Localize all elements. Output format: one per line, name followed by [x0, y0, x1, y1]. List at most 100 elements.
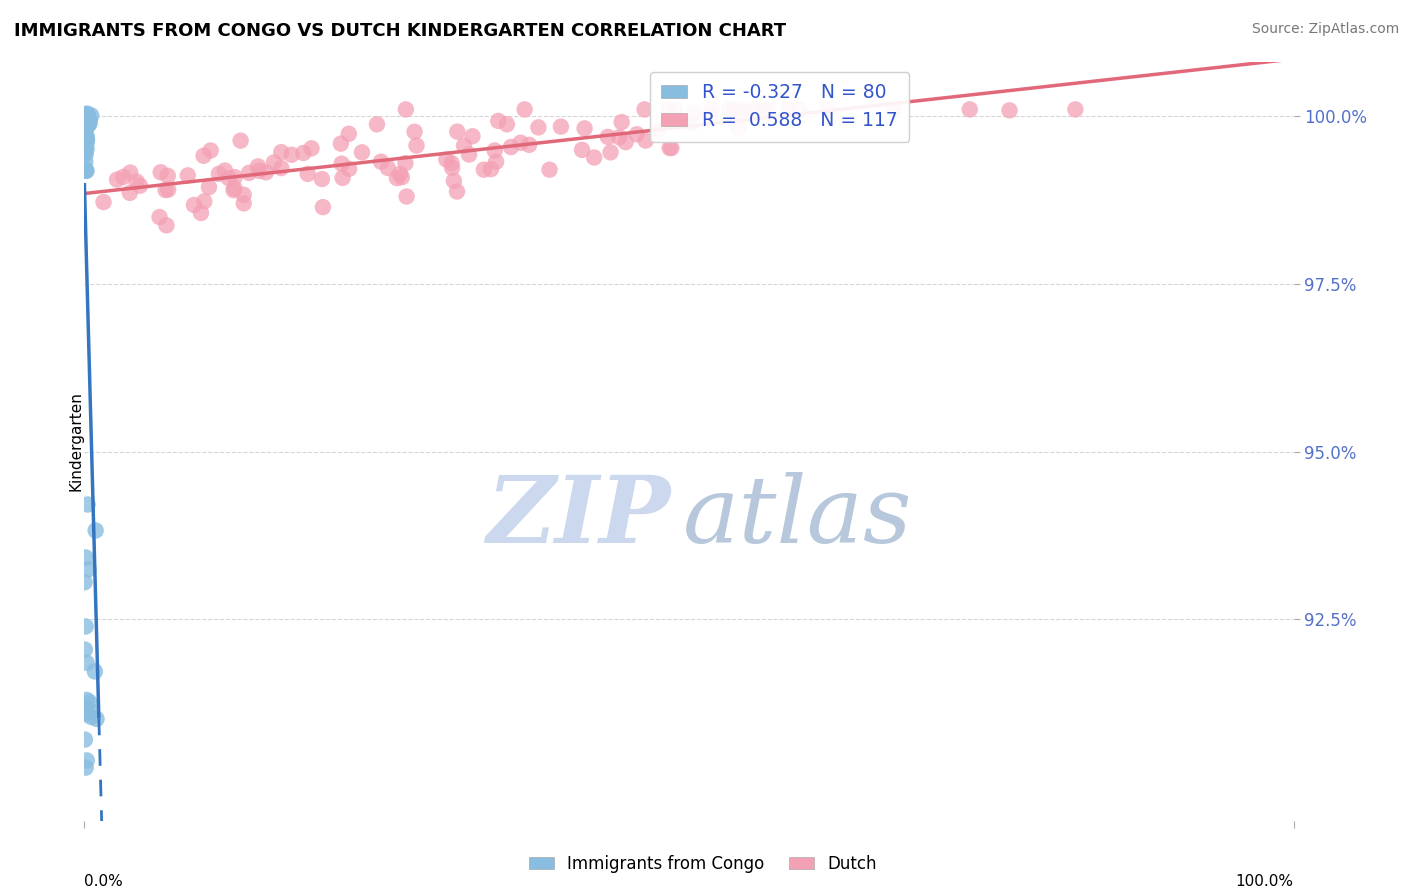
Point [177, 169, 200, 183]
Point [86, 712, 108, 726]
Point [76, 109, 98, 123]
Point [787, 103, 810, 117]
Point [499, 140, 522, 154]
Point [75, 550, 97, 565]
Point [633, 103, 655, 117]
Point [105, 172, 128, 186]
Point [75, 121, 97, 136]
Point [76, 129, 98, 144]
Point [517, 137, 540, 152]
Point [120, 165, 142, 179]
Point [214, 163, 236, 178]
Point [486, 114, 509, 128]
Point [73, 107, 96, 121]
Point [75, 118, 97, 132]
Point [391, 170, 413, 185]
Point [366, 117, 388, 131]
Point [263, 155, 285, 169]
Point [238, 166, 260, 180]
Point [84, 524, 107, 538]
Point [311, 172, 333, 186]
Point [75, 135, 97, 149]
Point [73, 117, 96, 131]
Point [461, 129, 484, 144]
Point [75, 704, 97, 718]
Point [596, 129, 619, 144]
Point [129, 178, 152, 193]
Point [733, 103, 755, 117]
Point [73, 575, 96, 590]
Point [661, 141, 683, 155]
Point [337, 127, 360, 141]
Point [254, 165, 277, 179]
Point [484, 144, 506, 158]
Point [634, 134, 657, 148]
Point [76, 113, 98, 128]
Point [76, 109, 98, 123]
Point [155, 219, 177, 233]
Point [76, 164, 98, 178]
Point [73, 115, 96, 129]
Point [583, 151, 606, 165]
Point [73, 107, 96, 121]
Point [73, 130, 96, 145]
Text: 100.0%: 100.0% [1236, 874, 1294, 889]
Point [657, 103, 679, 117]
Point [647, 123, 669, 137]
Point [434, 153, 457, 167]
Point [509, 136, 531, 150]
Point [75, 619, 97, 633]
Point [330, 156, 353, 170]
Point [485, 154, 508, 169]
Point [626, 128, 648, 142]
Point [73, 141, 96, 155]
Point [479, 162, 502, 177]
Point [77, 117, 100, 131]
Point [229, 134, 252, 148]
Point [75, 110, 97, 124]
Point [73, 110, 96, 124]
Point [77, 111, 100, 125]
Legend: R = -0.327   N = 80, R =  0.588   N = 117: R = -0.327 N = 80, R = 0.588 N = 117 [650, 72, 910, 142]
Point [93, 195, 115, 210]
Point [446, 125, 468, 139]
Point [75, 132, 97, 146]
Point [337, 161, 360, 176]
Point [75, 108, 97, 122]
Point [664, 103, 686, 117]
Point [377, 161, 399, 175]
Point [79, 114, 101, 128]
Point [75, 140, 97, 154]
Text: atlas: atlas [683, 473, 912, 562]
Text: ZIP: ZIP [486, 473, 671, 562]
Point [75, 108, 97, 122]
Point [77, 695, 100, 709]
Point [270, 161, 292, 175]
Point [198, 180, 221, 194]
Point [208, 167, 231, 181]
Point [610, 115, 633, 129]
Point [149, 165, 172, 179]
Point [200, 144, 222, 158]
Point [76, 135, 98, 149]
Point [756, 103, 779, 117]
Point [83, 665, 105, 679]
Point [75, 116, 97, 130]
Point [73, 113, 96, 128]
Point [440, 156, 463, 170]
Point [527, 120, 550, 135]
Point [270, 145, 292, 160]
Point [75, 147, 97, 161]
Point [682, 105, 704, 120]
Point [76, 753, 98, 767]
Point [75, 119, 97, 133]
Text: Source: ZipAtlas.com: Source: ZipAtlas.com [1251, 22, 1399, 37]
Point [718, 103, 741, 117]
Point [80, 705, 103, 719]
Point [222, 183, 245, 197]
Point [80, 108, 103, 122]
Point [312, 200, 335, 214]
Point [73, 108, 96, 122]
Point [472, 162, 495, 177]
Point [75, 110, 97, 124]
